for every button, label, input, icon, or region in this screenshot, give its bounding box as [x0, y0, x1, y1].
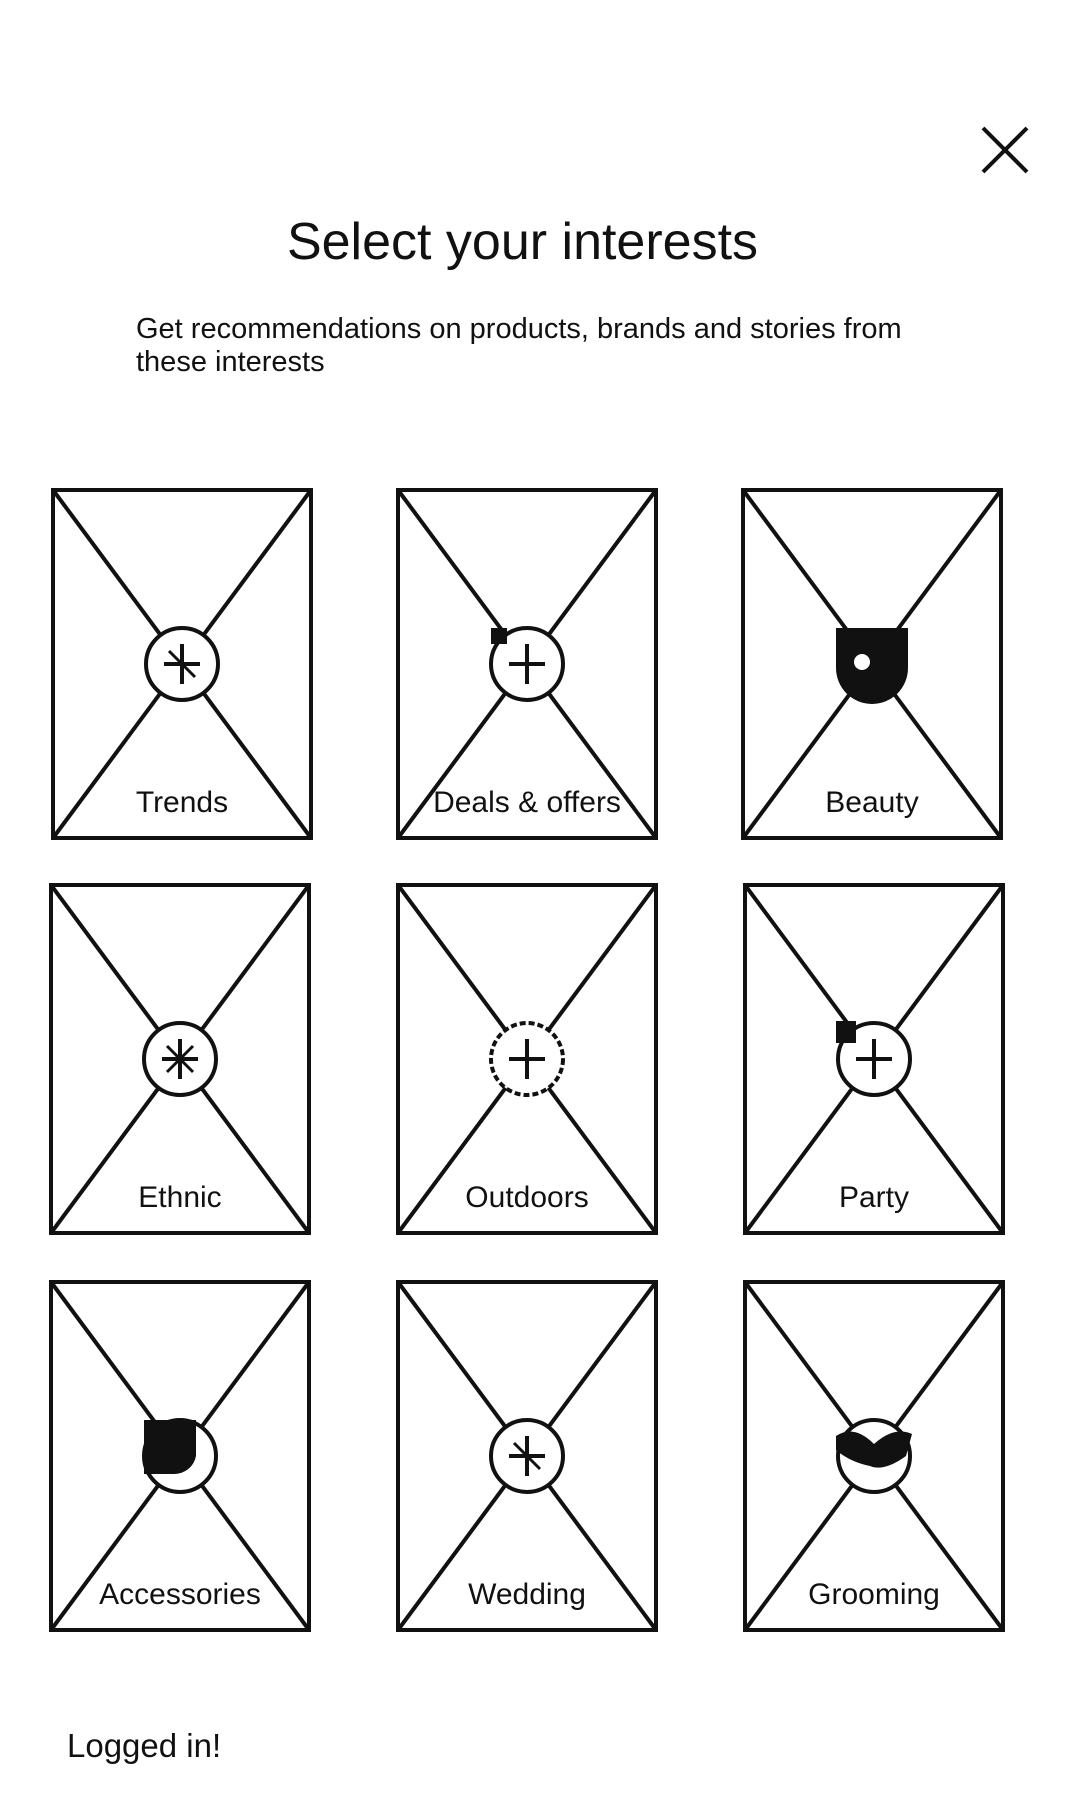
- interest-label: Outdoors: [465, 1181, 589, 1214]
- grooming-icon: [836, 1418, 912, 1494]
- close-button[interactable]: [975, 120, 1035, 180]
- interest-tile-ethnic[interactable]: Ethnic: [49, 883, 311, 1235]
- interest-label: Wedding: [468, 1578, 586, 1611]
- close-icon: [981, 126, 1029, 174]
- interest-label: Trends: [135, 786, 229, 819]
- interest-tile-beauty[interactable]: Beauty: [741, 488, 1003, 840]
- interest-label: Grooming: [808, 1578, 940, 1611]
- outdoors-icon: [489, 1021, 565, 1097]
- trends-icon: [144, 626, 220, 702]
- interest-label: Beauty: [825, 786, 919, 819]
- interest-tile-trends[interactable]: Trends: [51, 488, 313, 840]
- party-icon: [836, 1021, 912, 1097]
- beauty-icon: [836, 628, 908, 704]
- page-subtitle: Get recommendations on products, brands …: [136, 313, 902, 378]
- page-title: Select your interests: [286, 213, 759, 271]
- ethnic-icon: [142, 1021, 218, 1097]
- interest-tile-grooming[interactable]: Grooming: [743, 1280, 1005, 1632]
- interest-label: Deals & offers: [433, 786, 621, 819]
- wedding-icon: [489, 1418, 565, 1494]
- interest-label: Accessories: [99, 1578, 261, 1611]
- interest-tile-party[interactable]: Party: [743, 883, 1005, 1235]
- interest-tile-accessories[interactable]: Accessories: [49, 1280, 311, 1632]
- interest-label: Party: [838, 1181, 910, 1214]
- accessories-icon: [142, 1418, 218, 1494]
- interest-label: Ethnic: [138, 1181, 222, 1214]
- deals-icon: [489, 626, 565, 702]
- interest-tile-outdoors[interactable]: Outdoors: [396, 883, 658, 1235]
- interest-tile-deals-offers[interactable]: Deals & offers: [396, 488, 658, 840]
- login-status-text: Logged in!: [67, 1727, 222, 1764]
- interest-tile-wedding[interactable]: Wedding: [396, 1280, 658, 1632]
